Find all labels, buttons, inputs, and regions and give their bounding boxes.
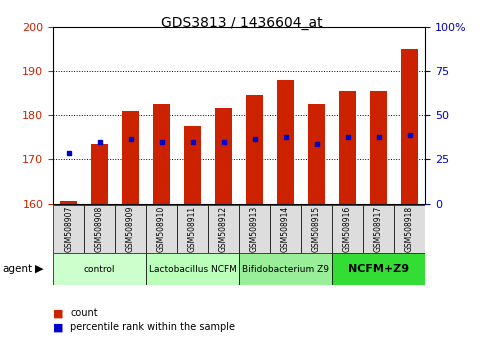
Bar [246,95,263,204]
Bar [153,104,170,204]
FancyBboxPatch shape [208,205,239,253]
Text: Lactobacillus NCFM: Lactobacillus NCFM [149,264,237,274]
Text: GSM508914: GSM508914 [281,206,290,252]
Text: Bifidobacterium Z9: Bifidobacterium Z9 [242,264,329,274]
FancyBboxPatch shape [177,205,208,253]
Text: GSM508917: GSM508917 [374,206,383,252]
Bar [401,48,418,204]
Text: GSM508910: GSM508910 [157,206,166,252]
FancyBboxPatch shape [332,253,425,285]
Text: GSM508907: GSM508907 [64,206,73,252]
FancyBboxPatch shape [270,205,301,253]
Text: GDS3813 / 1436604_at: GDS3813 / 1436604_at [161,16,322,30]
Text: ▶: ▶ [35,264,44,274]
Bar [308,104,325,204]
Bar [91,144,108,204]
Bar [215,108,232,204]
Text: percentile rank within the sample: percentile rank within the sample [70,322,235,332]
Text: count: count [70,308,98,318]
Text: GSM508912: GSM508912 [219,206,228,252]
FancyBboxPatch shape [332,205,363,253]
Bar [339,91,356,204]
Text: GSM508915: GSM508915 [312,206,321,252]
Text: GSM508908: GSM508908 [95,206,104,252]
FancyBboxPatch shape [363,205,394,253]
FancyBboxPatch shape [53,205,84,253]
Text: GSM508911: GSM508911 [188,206,197,252]
Bar [370,91,387,204]
Bar [277,80,294,204]
Bar [122,110,139,204]
Bar [60,201,77,204]
FancyBboxPatch shape [394,205,425,253]
Text: agent: agent [2,264,32,274]
Bar [184,126,201,204]
FancyBboxPatch shape [115,205,146,253]
FancyBboxPatch shape [239,253,332,285]
FancyBboxPatch shape [146,253,239,285]
Text: GSM508913: GSM508913 [250,206,259,252]
Text: GSM508909: GSM508909 [126,206,135,252]
FancyBboxPatch shape [301,205,332,253]
Text: GSM508918: GSM508918 [405,206,414,252]
Text: ■: ■ [53,322,64,332]
FancyBboxPatch shape [53,253,146,285]
FancyBboxPatch shape [239,205,270,253]
Text: NCFM+Z9: NCFM+Z9 [348,264,409,274]
Text: control: control [84,264,115,274]
Text: ■: ■ [53,308,64,318]
FancyBboxPatch shape [146,205,177,253]
Text: GSM508916: GSM508916 [343,206,352,252]
FancyBboxPatch shape [84,205,115,253]
